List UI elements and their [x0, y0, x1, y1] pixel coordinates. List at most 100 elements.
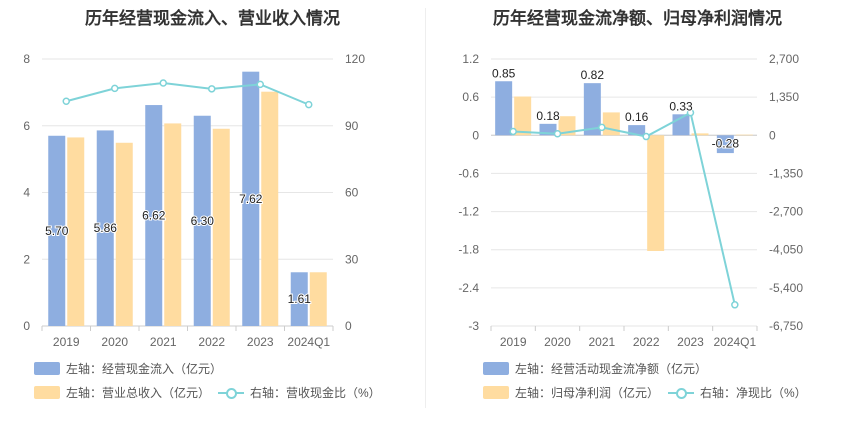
x-tick-label: 2019 [53, 335, 80, 349]
ratio-point [598, 123, 606, 132]
left-chart-panel: 历年经营现金流入、营业收入情况 0 2 4 6 8 0 30 60 90 120 2019 2020 2… [23, 9, 381, 401]
y-right-tick-label: 120 [345, 52, 365, 66]
bar-primary [48, 135, 66, 326]
y-left-tick-label: 0 [472, 128, 479, 142]
bar-data-label: 0.85 [492, 66, 516, 80]
panel-divider [425, 8, 426, 408]
bar-secondary [558, 116, 576, 136]
bar-data-label: 5.86 [94, 221, 118, 235]
legend-item-operating-inflow[interactable]: 左轴：经营现金流入（亿元） [34, 360, 222, 377]
y-right-tick-label: 90 [345, 119, 359, 133]
bar-primary [539, 123, 557, 136]
y-left-tick-label: -3 [468, 319, 479, 333]
legend-label: 左轴：归母净利润（亿元） [515, 386, 660, 400]
ratio-point [159, 79, 167, 87]
bar-primary [242, 71, 260, 327]
y-right-tick-label: 0 [769, 128, 776, 142]
bar-secondary [735, 134, 753, 136]
bar-primary [145, 105, 163, 327]
x-tick-label: 2021 [588, 335, 615, 349]
x-tick-label: 2023 [677, 335, 704, 349]
y-right-tick-label: -1,350 [769, 166, 803, 180]
y-left-tick-label: -1.8 [458, 243, 479, 257]
x-tick-label: 2024Q1 [287, 335, 330, 349]
y-left-tick-label: 6 [23, 119, 30, 133]
left-chart-title: 历年经营现金流入、营业收入情况 [85, 9, 340, 28]
right-chart-title: 历年经营现金流净额、归母净利润情况 [493, 9, 782, 28]
bar-primary [583, 83, 601, 136]
bar-secondary [67, 137, 85, 326]
legend-swatch-bar-orange [483, 386, 509, 399]
bar-data-label: 0.82 [581, 68, 605, 82]
bar-secondary [164, 123, 182, 326]
ratio-point [208, 85, 216, 93]
ratio-point [731, 301, 739, 309]
bar-secondary [212, 128, 230, 326]
bar-primary [495, 81, 513, 136]
bar-secondary [115, 142, 133, 326]
y-right-tick-label: 30 [345, 252, 359, 266]
ratio-point [62, 97, 70, 106]
legend-item-revenue-cash-ratio[interactable]: 右轴：营收现金比（%） [218, 384, 381, 401]
legend-item-total-revenue[interactable]: 左轴：营业总收入（亿元） [34, 384, 210, 401]
bar-primary [193, 115, 211, 326]
x-tick-label: 2022 [633, 335, 660, 349]
legend-item-net-operating-cashflow[interactable]: 左轴：经营活动现金流净额（亿元） [483, 360, 707, 377]
y-right-tick-label: 60 [345, 186, 359, 200]
y-left-tick-label: 0 [23, 319, 30, 333]
x-tick-label: 2020 [101, 335, 128, 349]
legend-item-net-profit[interactable]: 左轴：归母净利润（亿元） [483, 384, 659, 401]
y-right-tick-label: -6,750 [769, 319, 803, 333]
legend-item-net-cash-ratio[interactable]: 右轴：净现比（%） [668, 384, 807, 401]
x-tick-label: 2023 [247, 335, 274, 349]
y-right-tick-label: -2,700 [769, 205, 803, 219]
y-right-tick-label: 0 [345, 319, 352, 333]
bar-secondary [602, 112, 620, 136]
legend-label: 左轴：经营活动现金流净额（亿元） [515, 362, 708, 376]
bar-secondary [309, 272, 327, 326]
bar-primary [628, 125, 646, 136]
bar-data-label: -0.28 [712, 136, 740, 150]
x-tick-label: 2020 [544, 335, 571, 349]
legend-label: 右轴：营收现金比（%） [250, 386, 381, 400]
legend-swatch-bar-orange [34, 386, 60, 399]
ratio-line [65, 82, 310, 106]
bar-secondary [691, 133, 709, 136]
x-tick-label: 2024Q1 [713, 335, 756, 349]
bar-primary [716, 135, 734, 154]
y-left-tick-label: -1.2 [458, 205, 479, 219]
y-right-tick-label: 2,700 [769, 52, 799, 66]
ratio-point [642, 132, 650, 141]
y-right-tick-label: -5,400 [769, 281, 803, 295]
legend-label: 左轴：营业总收入（亿元） [66, 386, 211, 400]
bar-data-label: 0.33 [669, 99, 693, 113]
bar-data-label: 0.18 [536, 109, 560, 123]
bar-data-label: 6.30 [191, 214, 215, 228]
bar-primary [96, 130, 114, 326]
left-chart-svg: 0 2 4 6 8 0 30 60 90 120 2019 2020 2021 2022 2023 2024Q… [23, 52, 365, 349]
y-left-tick-label: -0.6 [458, 166, 479, 180]
y-left-tick-label: 2 [23, 252, 30, 266]
legend-swatch-line [218, 386, 244, 399]
legend-label: 右轴：净现比（%） [700, 386, 807, 400]
legend-swatch-bar-blue [34, 362, 60, 375]
y-right-tick-label: 1,350 [769, 90, 799, 104]
y-left-tick-label: 0.6 [462, 90, 479, 104]
legend-label: 左轴：经营现金流入（亿元） [66, 362, 223, 376]
bar-primary [290, 272, 308, 326]
bar-secondary [514, 96, 532, 136]
bar-data-label: 1.61 [288, 292, 312, 306]
bar-data-label: 5.70 [45, 224, 69, 238]
ratio-point [509, 127, 517, 136]
bar-secondary [261, 91, 279, 327]
right-chart-panel: 历年经营现金流净额、归母净利润情况 1.2 0.6 0 -0.6 -1.2 -1.8 -2.… [425, 0, 850, 437]
right-chart-svg: 1.2 0.6 0 -0.6 -1.2 -1.8 -2.4 -3 2,700 1,350 0 -1,3… [458, 52, 803, 349]
x-tick-label: 2022 [198, 335, 225, 349]
ratio-point [686, 108, 695, 117]
ratio-point [256, 80, 264, 89]
bar-data-label: 7.62 [239, 192, 263, 206]
ratio-point [305, 100, 313, 109]
bar-data-label: 6.62 [142, 209, 166, 223]
ratio-point [553, 129, 562, 138]
bar-data-label: 0.16 [625, 110, 649, 124]
